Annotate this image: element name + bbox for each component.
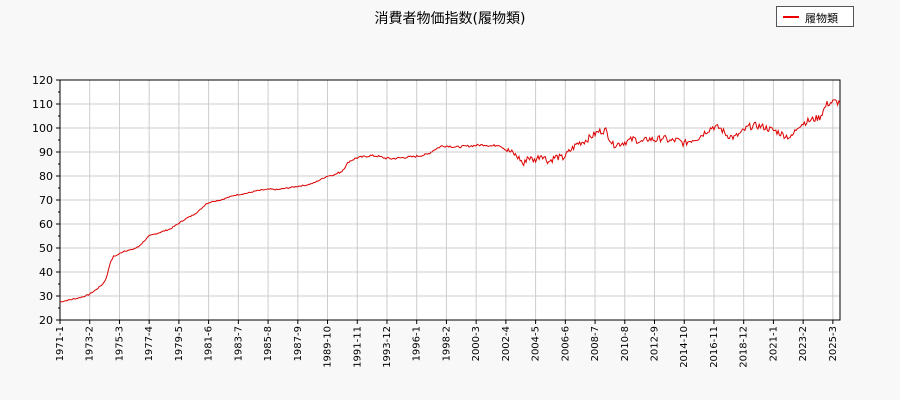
y-tick-labels: 20 30 40 50 60 70 80 90 100 110 120 xyxy=(32,74,53,327)
x-tick-label: 1979-5 xyxy=(174,326,185,361)
x-tick-label: 1996-1 xyxy=(412,326,423,361)
x-tick-labels: 1971-1 1973-2 1975-3 1977-4 1979-5 1981-6 1983… xyxy=(55,326,839,368)
x-tick-label: 1993-12 xyxy=(382,326,393,368)
y-tick-label: 110 xyxy=(32,98,53,111)
x-tick-label: 2008-7 xyxy=(590,326,601,361)
x-tick-label: 2014-10 xyxy=(679,326,690,368)
x-tick-label: 2023-2 xyxy=(798,326,809,361)
x-tick-label: 1981-6 xyxy=(204,326,215,361)
x-tick-label: 1989-10 xyxy=(323,326,334,368)
x-tick-label: 1998-2 xyxy=(441,326,452,361)
x-tick-label: 2006-6 xyxy=(560,326,571,361)
x-tick-label: 2021-1 xyxy=(768,326,779,361)
y-tick-label: 100 xyxy=(32,122,53,135)
x-tick-label: 1987-9 xyxy=(293,326,304,361)
x-tick-label: 2012-9 xyxy=(650,326,661,361)
x-tick-label: 2002-4 xyxy=(501,326,512,361)
x-tick-label: 2025-3 xyxy=(828,326,839,361)
y-tick-label: 50 xyxy=(39,242,53,255)
legend-line-swatch xyxy=(783,16,799,18)
y-tick-label: 30 xyxy=(39,290,53,303)
x-tick-label: 1973-2 xyxy=(85,326,96,361)
x-tick-label: 2004-5 xyxy=(531,326,542,361)
x-tick-label: 2010-8 xyxy=(620,326,631,361)
x-tick-label: 1977-4 xyxy=(144,326,155,361)
x-tick-label: 1983-7 xyxy=(233,326,244,361)
y-tick-label: 90 xyxy=(39,146,53,159)
series-group xyxy=(59,99,841,303)
y-tick-label: 80 xyxy=(39,170,53,183)
series-line-履物類 xyxy=(59,99,841,303)
y-tick-label: 40 xyxy=(39,266,53,279)
legend-label: 履物類 xyxy=(805,12,838,25)
plot-frame xyxy=(59,79,841,321)
x-tick-label: 2000-3 xyxy=(471,326,482,361)
y-tick-label: 20 xyxy=(39,314,53,327)
y-tick-label: 120 xyxy=(32,74,53,87)
y-tick-label: 70 xyxy=(39,194,53,207)
x-tick-label: 2016-11 xyxy=(709,326,720,368)
x-tick-label: 2018-12 xyxy=(739,326,750,368)
chart-title: 消費者物価指数(履物類) xyxy=(374,11,526,27)
y-tick-label: 60 xyxy=(39,218,53,231)
legend: 履物類 xyxy=(776,6,854,27)
axes xyxy=(56,79,841,324)
x-tick-label: 1971-1 xyxy=(55,326,66,361)
x-tick-label: 1975-3 xyxy=(114,326,125,361)
x-tick-label: 1985-8 xyxy=(263,326,274,361)
x-tick-label: 1991-11 xyxy=(352,326,363,368)
